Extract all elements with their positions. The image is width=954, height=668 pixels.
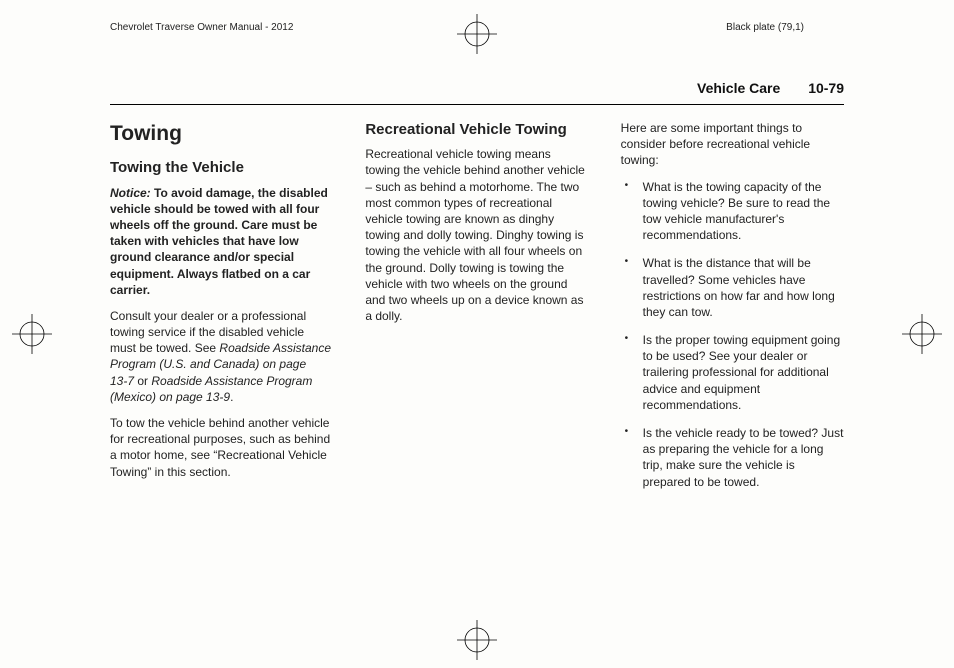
text-run: or xyxy=(134,374,151,388)
heading-towing: Towing xyxy=(110,120,333,148)
list-item: Is the vehicle ready to be towed? Just a… xyxy=(621,425,844,490)
doc-title: Chevrolet Traverse Owner Manual - 2012 xyxy=(110,22,293,33)
notice-label: Notice: xyxy=(110,186,151,200)
notice-body: To avoid damage, the disabled vehicle sh… xyxy=(110,186,328,297)
column-2: Recreational Vehicle Towing Recreational… xyxy=(365,120,588,502)
page-number: 10-79 xyxy=(808,80,844,96)
heading-towing-vehicle: Towing the Vehicle xyxy=(110,158,333,178)
list-item: Is the proper towing equipment going to … xyxy=(621,332,844,413)
heading-rv-towing: Recreational Vehicle Towing xyxy=(365,120,588,140)
crop-mark-right-icon xyxy=(902,314,942,354)
page-header: Vehicle Care 10-79 xyxy=(110,80,844,100)
content-columns: Towing Towing the Vehicle Notice: To avo… xyxy=(110,120,844,502)
paragraph-consult-dealer: Consult your dealer or a professional to… xyxy=(110,308,333,405)
crop-mark-left-icon xyxy=(12,314,52,354)
paragraph-rv-ref: To tow the vehicle behind another vehicl… xyxy=(110,415,333,480)
crop-mark-top-icon xyxy=(457,14,497,54)
paragraph-rv-towing: Recreational vehicle towing means towing… xyxy=(365,146,588,324)
crop-mark-bottom-icon xyxy=(457,620,497,660)
considerations-list: What is the towing capacity of the towin… xyxy=(621,179,844,490)
text-run: . xyxy=(230,390,233,404)
paragraph-considerations-intro: Here are some important things to consid… xyxy=(621,120,844,169)
column-1: Towing Towing the Vehicle Notice: To avo… xyxy=(110,120,333,502)
column-3: Here are some important things to consid… xyxy=(621,120,844,502)
header-rule xyxy=(110,104,844,105)
notice-paragraph: Notice: To avoid damage, the disabled ve… xyxy=(110,185,333,298)
plate-info: Black plate (79,1) xyxy=(726,22,804,33)
section-title: Vehicle Care xyxy=(697,80,780,100)
list-item: What is the distance that will be travel… xyxy=(621,255,844,320)
page: Chevrolet Traverse Owner Manual - 2012 B… xyxy=(0,0,954,668)
list-item: What is the towing capacity of the towin… xyxy=(621,179,844,244)
